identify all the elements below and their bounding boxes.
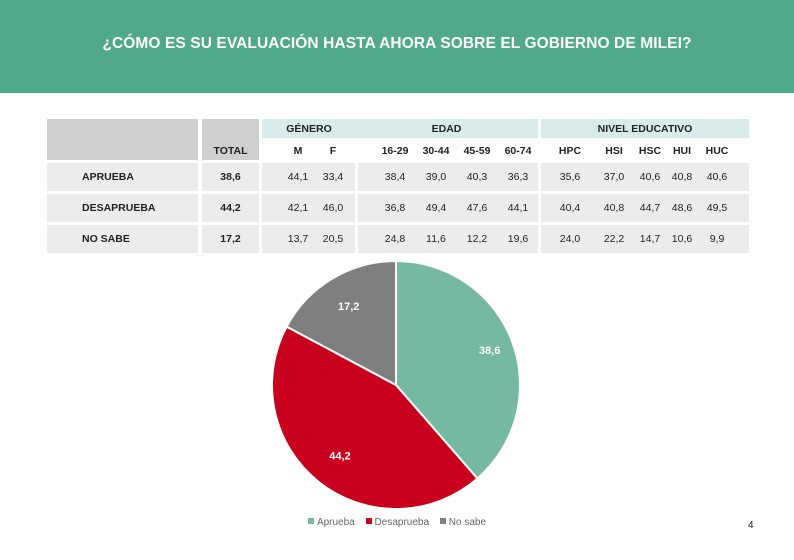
table-cell: 44,7 — [639, 202, 661, 214]
col-header: 16-29 — [381, 145, 409, 157]
legend-item-no-sabe: No sabe — [439, 517, 486, 528]
table-cell: 40,6 — [639, 171, 661, 183]
table-cell: 44,1 — [507, 202, 529, 214]
page-number: 4 — [748, 520, 754, 531]
pie-data-label: 38,6 — [479, 345, 500, 357]
header-band: ¿CÓMO ES SU EVALUACIÓN HASTA AHORA SOBRE… — [0, 0, 794, 93]
col-header: HSI — [605, 145, 623, 157]
table-cell: 40,3 — [466, 171, 488, 183]
table-cell: 14,7 — [639, 233, 661, 245]
row-label: APRUEBA — [82, 171, 134, 183]
total-header-label: TOTAL — [213, 145, 248, 157]
group-label-nivel: NIVEL EDUCATIVO — [597, 123, 693, 135]
table-row-bg — [47, 194, 749, 222]
table-cell: 24,8 — [384, 233, 406, 245]
group-bar-genero — [262, 119, 356, 138]
table-cell: 40,6 — [706, 171, 728, 183]
col-header: F — [329, 145, 337, 157]
table-cell: 37,0 — [603, 171, 625, 183]
col-header: HSC — [638, 145, 662, 157]
pie-slice-aprueba — [395, 259, 521, 480]
col-header: 60-74 — [504, 145, 532, 157]
table-cell: 13,7 — [287, 233, 309, 245]
table-cell: 40,4 — [559, 202, 581, 214]
table-corner — [47, 119, 198, 160]
row-label: DESAPRUEBA — [82, 202, 156, 214]
page-title: ¿CÓMO ES SU EVALUACIÓN HASTA AHORA SOBRE… — [102, 35, 692, 52]
legend-item-desaprueba: Desaprueba — [365, 517, 429, 528]
table-cell: 49,4 — [425, 202, 447, 214]
row-total: 17,2 — [220, 233, 241, 245]
table-cell: 39,0 — [425, 171, 447, 183]
table-cell: 9,9 — [709, 233, 725, 245]
pie-slice-desaprueba — [271, 325, 479, 510]
table-cell: 40,8 — [603, 202, 625, 214]
table-cell: 47,6 — [466, 202, 488, 214]
group-label-genero: GÉNERO — [286, 123, 332, 135]
row-label: NO SABE — [82, 233, 130, 245]
total-header-cell — [202, 119, 259, 160]
col-header: M — [293, 145, 303, 157]
pie-data-label: 44,2 — [329, 450, 350, 462]
row-total: 38,6 — [220, 171, 241, 183]
table-cell: 49,5 — [706, 202, 728, 214]
table-cell: 35,6 — [559, 171, 581, 183]
col-header: HUI — [672, 145, 692, 157]
table-cell: 44,1 — [287, 171, 309, 183]
table-cell: 11,6 — [426, 233, 446, 245]
col-header: 45-59 — [463, 145, 491, 157]
legend-item-aprueba: Aprueba — [307, 517, 355, 528]
table-row-bg — [47, 163, 749, 191]
col-header: HPC — [558, 145, 582, 157]
table-cell: 38,4 — [384, 171, 406, 183]
table-cell: 19,6 — [507, 233, 529, 245]
table-cell: 22,2 — [603, 233, 625, 245]
chart-legend: Aprueba Desaprueba No sabe — [0, 517, 794, 528]
table-cell: 40,8 — [671, 171, 693, 183]
group-label-edad: EDAD — [431, 123, 462, 135]
table-cell: 33,4 — [322, 171, 344, 183]
table-cell: 46,0 — [322, 202, 344, 214]
group-bar-nivel — [541, 119, 749, 138]
table-cell: 20,5 — [322, 233, 344, 245]
row-total: 44,2 — [220, 202, 241, 214]
table-cell: 36,8 — [384, 202, 406, 214]
table-cell: 10,6 — [671, 233, 693, 245]
pie-slice-no-sabe — [285, 259, 397, 387]
col-header: 30-44 — [422, 145, 450, 157]
table-cell: 24,0 — [559, 233, 581, 245]
table-cell: 48,6 — [671, 202, 693, 214]
table-cell: 12,2 — [466, 233, 488, 245]
table-cell: 42,1 — [287, 202, 309, 214]
group-bar-edad — [355, 119, 538, 138]
table-cell: 36,3 — [507, 171, 529, 183]
table-row-bg — [47, 225, 749, 253]
col-header: HUC — [705, 145, 729, 157]
pie-data-label: 17,2 — [338, 301, 359, 313]
